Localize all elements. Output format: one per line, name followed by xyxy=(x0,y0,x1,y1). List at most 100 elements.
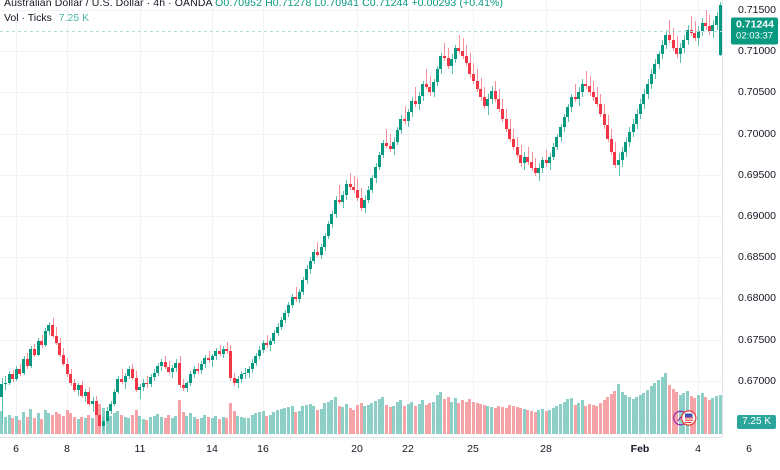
current-price-line xyxy=(0,31,722,32)
volume-bar xyxy=(174,416,178,434)
volume-bar xyxy=(127,417,131,434)
candle-body xyxy=(667,34,671,40)
candle-body xyxy=(301,280,305,292)
candle-body xyxy=(638,103,642,114)
volume-bar xyxy=(232,411,236,434)
candle-body xyxy=(290,296,294,306)
price-axis-tick: 0.71000 xyxy=(738,45,776,58)
volume-bar xyxy=(363,406,367,434)
candle-body xyxy=(312,252,316,261)
volume-bar xyxy=(450,401,454,434)
volume-bar xyxy=(167,415,171,434)
candle-body xyxy=(403,118,407,122)
vertical-gridline xyxy=(140,0,141,437)
volume-bar xyxy=(613,390,617,434)
volume-bar xyxy=(225,417,229,434)
candle-wick xyxy=(85,389,86,403)
candle-body xyxy=(562,117,566,127)
volume-bar xyxy=(36,413,40,434)
horizontal-gridline xyxy=(0,257,722,259)
candle-body xyxy=(718,4,722,56)
candle-body xyxy=(551,146,555,157)
candle-body xyxy=(243,372,247,375)
candle-body xyxy=(159,361,163,367)
candle-body xyxy=(591,92,595,98)
legend-close-label: C xyxy=(362,0,370,9)
volume-bar xyxy=(653,383,657,434)
candle-body xyxy=(109,404,113,411)
candle-body xyxy=(613,151,617,165)
candle-body xyxy=(526,156,530,162)
candle-wick xyxy=(267,334,268,348)
volume-bar xyxy=(533,412,537,434)
volume-bar xyxy=(424,404,428,434)
chart-plot-area[interactable] xyxy=(0,0,722,437)
candle-body xyxy=(660,44,664,55)
candle-wick xyxy=(463,37,464,60)
volume-bar xyxy=(54,411,58,434)
candle-body xyxy=(413,101,417,104)
candle-body xyxy=(566,107,570,118)
volume-bar xyxy=(207,417,211,434)
volume-bar xyxy=(337,405,341,434)
volume-bar xyxy=(123,416,127,434)
volume-bar xyxy=(428,402,432,434)
volume-bar xyxy=(530,411,534,434)
time-axis-tick: 6 xyxy=(13,443,19,455)
candle-body xyxy=(337,199,341,202)
candle-body xyxy=(686,29,690,40)
candle-body xyxy=(355,189,359,198)
candle-body xyxy=(475,80,479,90)
volume-bar xyxy=(617,384,621,434)
volume-bar xyxy=(388,406,392,434)
candle-body xyxy=(421,84,425,96)
candle-body xyxy=(94,400,98,415)
candle-body xyxy=(374,166,377,179)
volume-bar xyxy=(566,399,570,434)
candle-body xyxy=(341,194,345,202)
vertical-gridline xyxy=(357,0,358,437)
volume-bar xyxy=(500,406,504,434)
candle-body xyxy=(649,74,653,85)
candle-body xyxy=(247,369,251,373)
time-axis[interactable]: 6811141620222528Feb461012 xyxy=(0,437,780,470)
candle-body xyxy=(519,155,523,164)
volume-bar xyxy=(559,403,563,434)
volume-value-badge[interactable]: 7.25 K xyxy=(737,415,776,429)
candle-body xyxy=(294,296,298,300)
candle-body xyxy=(130,369,134,378)
candle-body xyxy=(87,391,91,404)
candle-wick xyxy=(444,42,445,61)
volume-bar xyxy=(609,393,613,434)
candle-wick xyxy=(147,375,148,388)
time-axis-tick: 14 xyxy=(206,443,218,455)
candle-body xyxy=(319,247,323,255)
candle-body xyxy=(598,103,602,114)
candle-wick xyxy=(220,344,221,357)
volume-bar xyxy=(268,414,272,434)
candle-body xyxy=(149,376,153,385)
candle-wick xyxy=(535,158,536,177)
candle-body xyxy=(675,47,679,55)
candle-body xyxy=(377,155,381,167)
legend-volume-title[interactable]: Vol · Ticks xyxy=(4,12,52,24)
candle-body xyxy=(700,23,704,32)
candle-wick xyxy=(390,133,391,152)
volume-bar xyxy=(76,419,80,434)
vertical-gridline xyxy=(640,0,641,437)
volume-bar xyxy=(638,395,642,434)
candle-body xyxy=(123,375,127,382)
volume-bar xyxy=(432,401,436,434)
current-price-badge[interactable]: 0.71244 02:03:37 xyxy=(731,17,778,45)
candle-body xyxy=(352,187,356,190)
price-axis[interactable]: 0.71500 0.71000 0.70500 0.70000 0.69500 0.690… xyxy=(722,0,780,437)
volume-bar xyxy=(196,419,200,434)
legend-symbol-title[interactable]: Australian Dollar / U.S. Dollar · 4h · O… xyxy=(4,0,213,9)
candle-wick xyxy=(706,9,707,30)
candle-body xyxy=(120,379,124,382)
candle-body xyxy=(384,143,388,146)
legend-change-absolute: +0.00293 xyxy=(411,0,457,9)
volume-bar xyxy=(370,403,374,434)
volume-bar xyxy=(580,400,584,434)
candle-body xyxy=(432,82,436,93)
